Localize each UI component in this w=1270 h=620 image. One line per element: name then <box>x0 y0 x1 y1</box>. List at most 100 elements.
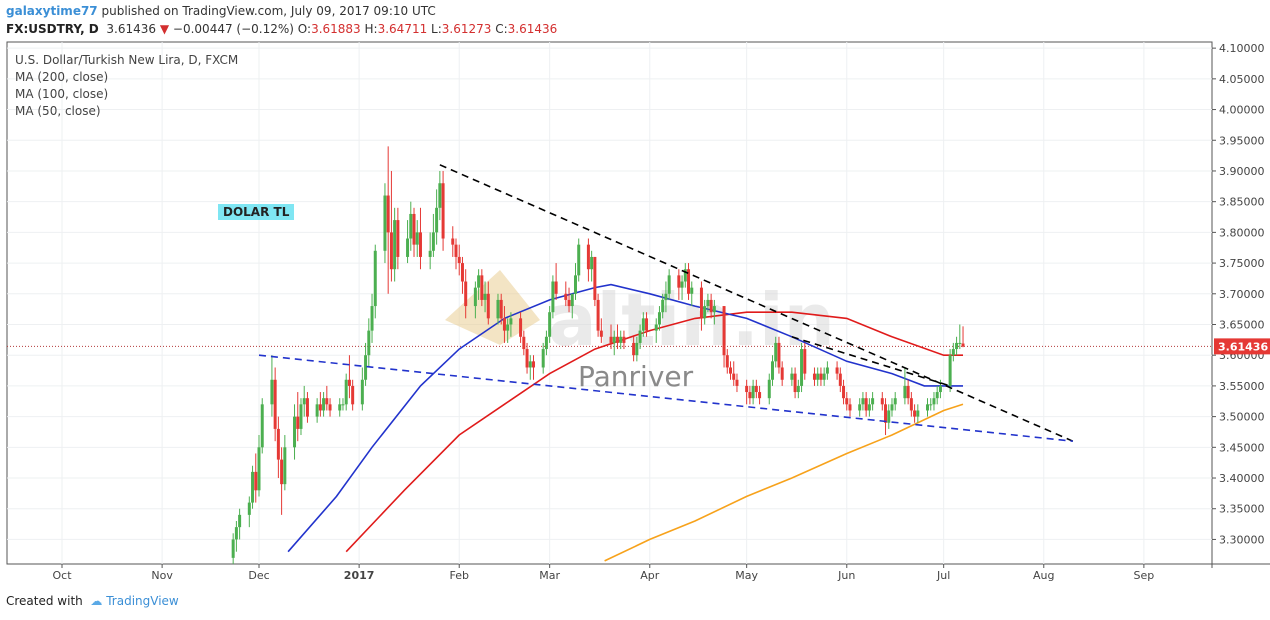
candle-body <box>596 299 600 331</box>
x-tick-label: Apr <box>640 569 660 582</box>
candle-body <box>367 330 371 356</box>
candle-body <box>887 410 891 423</box>
candle-body <box>635 342 639 356</box>
candle-body <box>428 250 432 257</box>
low-label: L: <box>431 22 442 36</box>
down-arrow-icon: ▼ <box>159 22 170 36</box>
legend-ma50[interactable]: MA (50, close) <box>15 104 101 118</box>
footer: Created with ☁ TradingView <box>6 594 179 608</box>
candle-body <box>509 318 513 325</box>
candle-body <box>499 299 503 319</box>
candle-body <box>396 220 400 257</box>
y-tick-label: 3.30000 <box>1219 533 1265 546</box>
candle-body <box>774 342 778 362</box>
candle-body <box>551 281 555 313</box>
candle-body <box>680 281 684 288</box>
candle-body <box>961 343 965 347</box>
candle-body <box>893 398 897 405</box>
candle-body <box>955 342 959 350</box>
y-tick-label: 3.50000 <box>1219 411 1265 424</box>
candle-body <box>812 373 816 380</box>
candle-body <box>370 306 374 331</box>
candle-body <box>657 312 661 325</box>
publish-info: published on TradingView.com, July 09, 2… <box>101 4 436 18</box>
candle-body <box>880 398 884 405</box>
candle-body <box>483 293 487 300</box>
last-price-tag <box>1214 338 1270 355</box>
candle-body <box>951 349 955 356</box>
candle-body <box>231 539 235 558</box>
candle-body <box>441 183 445 239</box>
candle-body <box>386 195 390 233</box>
y-tick-label: 4.10000 <box>1219 42 1265 55</box>
candle-body <box>683 269 687 282</box>
candle-body <box>913 410 917 417</box>
candle-body <box>690 287 694 294</box>
x-tick-label: Jul <box>936 569 950 582</box>
candle-body <box>364 355 368 380</box>
y-tick-label: 3.55000 <box>1219 380 1265 393</box>
candle-body <box>796 385 800 393</box>
ma50-line <box>287 283 963 553</box>
candle-body <box>347 379 351 386</box>
candle-body <box>299 404 303 429</box>
candle-body <box>532 361 536 368</box>
y-tick-label: 3.65000 <box>1219 318 1265 331</box>
candle-body <box>664 293 668 300</box>
candle-body <box>502 318 506 331</box>
candle-body <box>800 349 804 386</box>
candle-body <box>351 385 355 405</box>
candle-body <box>341 404 345 406</box>
legend-ma200[interactable]: MA (200, close) <box>15 70 109 84</box>
candle-body <box>418 232 422 257</box>
x-tick-label: Mar <box>539 569 560 582</box>
candle-body <box>932 398 936 405</box>
symbol-label: FX:USDTRY, D <box>6 22 99 36</box>
candle-body <box>709 299 713 313</box>
candle-body <box>906 385 910 399</box>
candle-body <box>328 404 332 411</box>
candle-body <box>712 306 716 313</box>
x-tick-label: Oct <box>52 569 72 582</box>
candle-body <box>819 373 823 380</box>
candle-body <box>473 287 477 307</box>
candle-body <box>548 312 552 337</box>
candle-body <box>867 404 871 411</box>
y-tick-label: 3.35000 <box>1219 503 1265 516</box>
candle-body <box>790 373 794 380</box>
publisher-user-link[interactable]: galaxytime77 <box>6 4 98 18</box>
candle-body <box>758 392 762 399</box>
tradingview-link[interactable]: TradingView <box>106 594 179 608</box>
cloud-logo-icon[interactable]: ☁ <box>90 594 103 608</box>
candle-body <box>845 398 849 405</box>
candle-body <box>451 238 455 245</box>
candle-body <box>383 195 387 251</box>
watermark-diamond-icon <box>445 270 540 345</box>
legend-ma100[interactable]: MA (100, close) <box>15 87 109 101</box>
created-with-label: Created with <box>6 594 83 608</box>
publish-header: galaxytime77 published on TradingView.co… <box>6 4 436 18</box>
trendline-lower-support <box>258 354 1073 442</box>
y-tick-label: 4.00000 <box>1219 104 1265 117</box>
candle-body <box>457 256 461 264</box>
candle-body <box>858 404 862 411</box>
candle-body <box>848 404 852 411</box>
candle-body <box>864 398 868 411</box>
candle-body <box>825 367 829 374</box>
candle-body <box>926 404 930 411</box>
watermark-text: Panriver <box>578 360 694 393</box>
candle-body <box>890 404 894 411</box>
candle-body <box>273 379 277 429</box>
candle-body <box>496 299 500 319</box>
candle-body <box>612 336 616 343</box>
annotation-label[interactable]: DOLAR TL <box>218 204 295 220</box>
candle-body <box>909 398 913 411</box>
candle-body <box>234 527 238 540</box>
candle-body <box>586 244 590 270</box>
candle-body <box>793 373 797 393</box>
candle-body <box>554 281 558 294</box>
candle-body <box>477 275 481 288</box>
close-label: C: <box>495 22 508 36</box>
candle-body <box>338 404 342 411</box>
